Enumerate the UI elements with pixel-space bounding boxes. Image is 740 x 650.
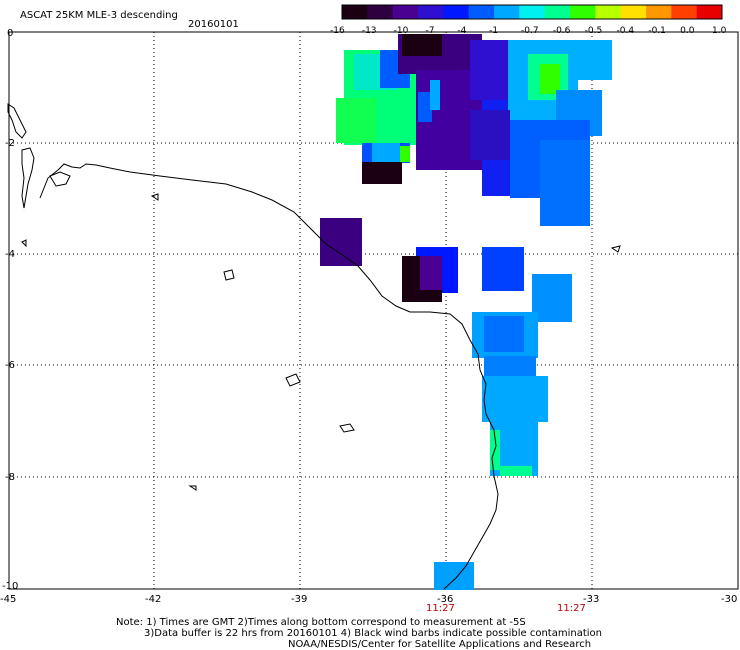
footer-note-line2: 3)Data buffer is 22 hrs from 20160101 4)… <box>144 628 602 639</box>
colorbar-segment <box>342 5 368 19</box>
lat-label-0: 0 <box>7 28 14 39</box>
lon-label-30: -30 <box>721 594 738 605</box>
lat-label-10: -10 <box>2 581 19 592</box>
product-date: 20160101 <box>188 19 239 30</box>
colorbar-tick-label: -4 <box>457 26 467 36</box>
colorbar-segment <box>443 5 470 19</box>
colorbar-tick-label: -0.7 <box>521 26 539 36</box>
colorbar-tick-label: 0.0 <box>680 26 695 36</box>
colorbar <box>341 4 723 20</box>
colorbar-segment <box>494 5 520 19</box>
colorbar-border <box>341 4 723 20</box>
colorbar-tick-label: -10 <box>393 26 409 36</box>
coastline <box>7 103 621 590</box>
lon-label-42: -42 <box>145 594 162 605</box>
colorbar-segment <box>519 5 546 19</box>
colorbar-tick-label: -13 <box>361 26 377 36</box>
colorbar-segment <box>468 5 495 19</box>
colorbar-segment <box>620 5 647 19</box>
colorbar-segment <box>570 5 596 19</box>
lon-label-33: -33 <box>583 594 600 605</box>
colorbar-tick-label: -0.4 <box>616 26 635 36</box>
footer-credit: NOAA/NESDIS/Center for Satellite Applica… <box>288 639 592 650</box>
colorbar-tick-label: -1 <box>489 26 499 36</box>
colorbar-segment <box>646 5 672 19</box>
time-label-2: 11:27 <box>557 603 586 614</box>
lat-label-8: -8 <box>5 472 15 483</box>
time-label-1: 11:27 <box>426 603 455 614</box>
colorbar-segment <box>544 5 571 19</box>
lat-label-4: -4 <box>5 249 15 260</box>
map-frame <box>8 31 739 590</box>
colorbar-tick-label: 1.0 <box>712 26 727 36</box>
colorbar-segment <box>696 5 723 19</box>
colorbar-segment <box>595 5 622 19</box>
lat-label-2: -2 <box>5 138 15 149</box>
colorbar-tick-label: -7 <box>425 26 435 36</box>
colorbar-tick-label: -0.5 <box>584 26 603 36</box>
footer-note-line1: Note: 1) Times are GMT 2)Times along bot… <box>116 617 526 628</box>
colorbar-tick-label: -0.6 <box>552 26 571 36</box>
colorbar-segment <box>367 5 394 19</box>
product-title: ASCAT 25KM MLE-3 descending <box>20 10 178 21</box>
colorbar-segment <box>418 5 444 19</box>
wind-data-cells <box>320 34 612 590</box>
colorbar-tick-label: -0.1 <box>648 26 666 36</box>
lat-label-6: -6 <box>5 360 15 371</box>
colorbar-tick-label: -16 <box>330 26 345 36</box>
colorbar-segment <box>671 5 698 19</box>
lon-label-36: -36 <box>437 594 454 605</box>
lon-label-45: -45 <box>0 594 17 605</box>
colorbar-segment <box>392 5 419 19</box>
lon-label-39: -39 <box>291 594 308 605</box>
